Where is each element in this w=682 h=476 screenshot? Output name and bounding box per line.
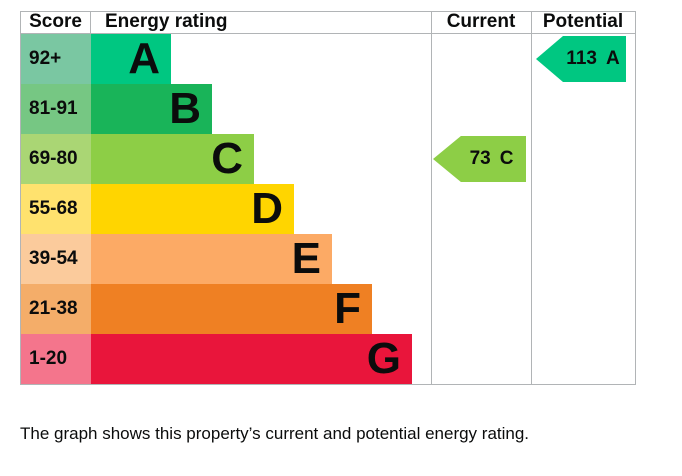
band-score-f: 21-38 <box>21 284 91 334</box>
current-column-divider <box>431 12 432 384</box>
band-letter-a: A <box>128 34 160 83</box>
band-row-f: 21-38 F <box>21 284 635 334</box>
band-bar-c: C <box>91 134 254 184</box>
band-bar-d: D <box>91 184 294 234</box>
band-rows: 92+ A 81-91 B 69-80 C 55-68 D 39-54 <box>21 34 635 384</box>
current-rating-letter: C <box>499 148 514 169</box>
band-row-a: 92+ A <box>21 34 635 84</box>
band-row-c: 69-80 C <box>21 134 635 184</box>
energy-rating-column-header: Energy rating <box>105 11 228 32</box>
band-score-e: 39-54 <box>21 234 91 284</box>
band-bar-g: G <box>91 334 412 384</box>
band-letter-d: D <box>251 184 283 233</box>
band-bar-b: B <box>91 84 212 134</box>
band-score-g: 1-20 <box>21 334 91 384</box>
band-letter-c: C <box>211 134 243 183</box>
chart-caption: The graph shows this property’s current … <box>20 424 530 443</box>
potential-column-header: Potential <box>542 11 624 32</box>
band-letter-f: F <box>334 284 361 333</box>
current-rating-value: 73 <box>469 148 491 169</box>
band-score-a: 92+ <box>21 34 91 84</box>
band-row-g: 1-20 G <box>21 334 635 384</box>
score-column-header: Score <box>21 12 91 33</box>
chart-header-row: Score Energy rating Current Potential <box>21 12 635 34</box>
band-row-e: 39-54 E <box>21 234 635 284</box>
band-bar-f: F <box>91 284 372 334</box>
potential-rating-letter: A <box>605 48 620 69</box>
band-bar-e: E <box>91 234 332 284</box>
band-bar-a: A <box>91 34 171 84</box>
potential-column-divider <box>531 12 532 384</box>
band-score-b: 81-91 <box>21 84 91 134</box>
potential-rating-value: 113 <box>566 48 597 69</box>
band-letter-g: G <box>366 334 401 383</box>
epc-rating-chart: Score Energy rating Current Potential 92… <box>20 11 636 385</box>
band-row-b: 81-91 B <box>21 84 635 134</box>
band-letter-b: B <box>169 84 201 133</box>
band-letter-e: E <box>291 234 321 283</box>
band-score-d: 55-68 <box>21 184 91 234</box>
band-score-c: 69-80 <box>21 134 91 184</box>
band-row-d: 55-68 D <box>21 184 635 234</box>
current-column-header: Current <box>446 11 516 32</box>
